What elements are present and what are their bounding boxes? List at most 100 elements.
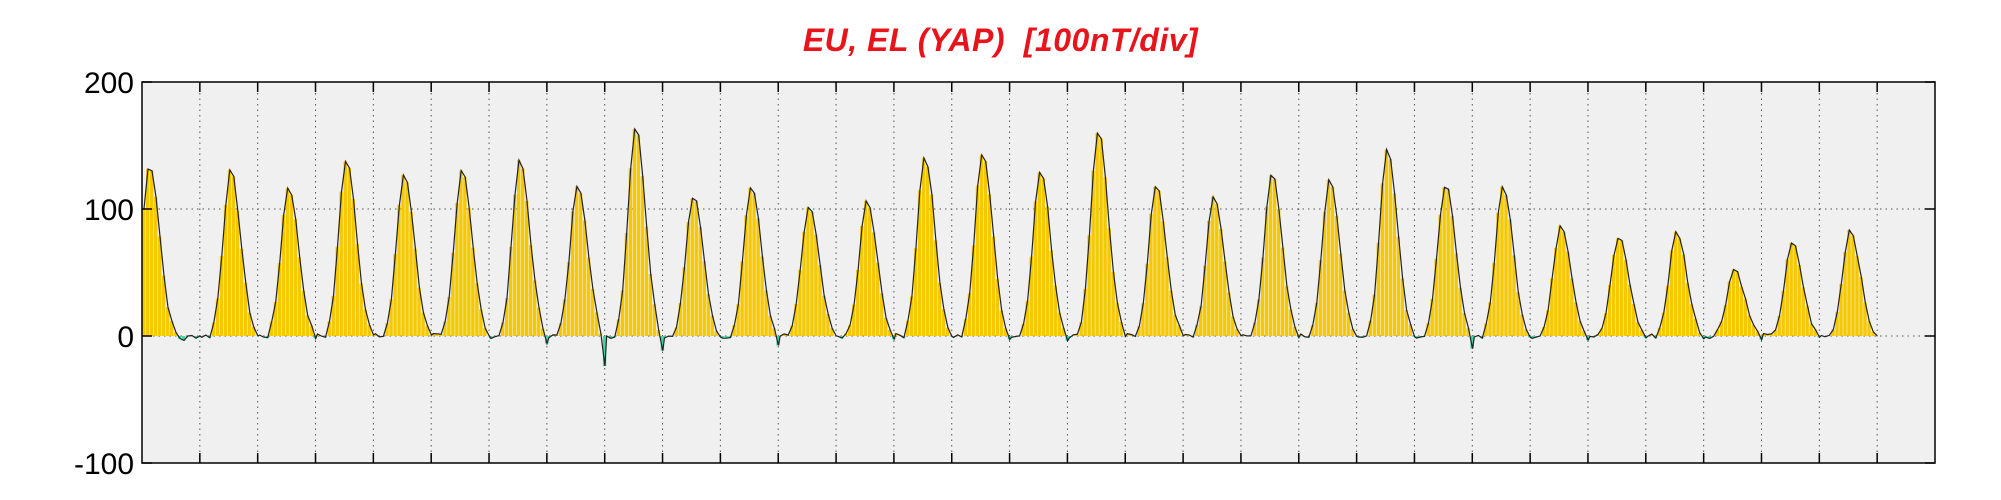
eu-bar xyxy=(309,325,314,336)
eu-bar xyxy=(860,226,864,336)
eu-bar xyxy=(1326,179,1331,336)
eu-bar xyxy=(616,319,621,336)
eu-bar xyxy=(1599,328,1604,336)
eu-bar xyxy=(223,204,228,336)
eu-bar xyxy=(1314,302,1319,336)
eu-bar xyxy=(1342,290,1347,336)
el-bar xyxy=(1360,336,1365,338)
eu-bar xyxy=(409,211,413,336)
eu-bar xyxy=(1574,302,1578,336)
eu-bar xyxy=(1488,302,1492,336)
eu-bar xyxy=(435,333,439,336)
eu-bar xyxy=(586,257,591,336)
eu-bar xyxy=(1851,235,1855,336)
eu-bar xyxy=(1095,133,1099,336)
eu-bar xyxy=(301,290,306,336)
eu-bar xyxy=(431,333,435,336)
eu-bar xyxy=(1256,299,1261,336)
eu-bar xyxy=(154,196,158,336)
y-tick-label: 200 xyxy=(84,67,134,100)
el-bar xyxy=(545,336,549,344)
eu-bar xyxy=(1550,278,1554,336)
eu-bar xyxy=(1751,324,1756,336)
eu-bar xyxy=(971,245,976,336)
eu-bar xyxy=(710,315,714,336)
eu-bar xyxy=(674,327,678,336)
eu-bar xyxy=(1426,323,1430,336)
eu-bar xyxy=(269,321,274,336)
eu-bar xyxy=(1029,256,1033,336)
eu-bar xyxy=(351,199,355,336)
eu-bar xyxy=(590,288,595,336)
eu-bar xyxy=(1400,278,1405,336)
eu-bar xyxy=(231,176,236,336)
eu-bar xyxy=(1272,179,1277,336)
eu-bar xyxy=(174,332,178,336)
eu-bar xyxy=(219,255,224,336)
eu-bar xyxy=(1292,326,1297,336)
eu-bar xyxy=(1504,195,1508,336)
eu-bar xyxy=(525,200,529,336)
eu-bar xyxy=(1867,321,1871,336)
eu-bar xyxy=(624,233,629,336)
eu-bar xyxy=(1649,334,1654,336)
eu-bar xyxy=(1141,303,1145,336)
eu-bar xyxy=(1173,315,1177,336)
eu-bar xyxy=(678,302,682,336)
eu-bar xyxy=(1669,250,1674,336)
eu-bar xyxy=(1665,285,1670,336)
eu-bar xyxy=(995,278,1000,336)
eu-bar xyxy=(794,304,798,336)
eu-bar xyxy=(1546,310,1550,336)
eu-bar xyxy=(1743,298,1748,336)
eu-bar xyxy=(1083,288,1087,336)
eu-bar xyxy=(1813,329,1817,336)
eu-bar xyxy=(1731,269,1736,336)
eu-bar xyxy=(1450,215,1454,336)
eu-bar xyxy=(467,208,471,336)
eu-bar xyxy=(373,333,377,336)
eu-bar xyxy=(1388,159,1393,336)
eu-bar xyxy=(277,263,282,336)
eu-bar xyxy=(714,330,718,336)
eu-bar xyxy=(1350,328,1355,336)
eu-bar xyxy=(686,222,690,336)
eu-bar xyxy=(1119,321,1123,336)
eu-bar xyxy=(1582,331,1586,336)
eu-bar xyxy=(1177,325,1181,336)
eu-bar xyxy=(247,312,252,336)
eu-bar xyxy=(1661,312,1666,336)
eu-bar xyxy=(1280,247,1285,336)
eu-bar xyxy=(1631,304,1636,336)
eu-bar xyxy=(1384,149,1389,336)
eu-bar xyxy=(289,195,294,336)
eu-bar xyxy=(1264,206,1269,336)
eu-bar xyxy=(1037,172,1041,336)
eu-bar xyxy=(417,287,421,336)
eu-bar xyxy=(505,298,509,336)
eu-bar xyxy=(1322,211,1327,336)
eu-bar xyxy=(1623,259,1628,336)
eu-bar xyxy=(1372,294,1377,336)
eu-bar xyxy=(339,191,343,336)
eu-bar xyxy=(640,176,645,336)
eu-bar xyxy=(1334,215,1339,336)
eu-bar xyxy=(856,269,860,336)
eu-bar xyxy=(471,247,475,336)
eu-bar xyxy=(1380,183,1385,336)
eu-bar xyxy=(822,295,826,336)
eu-bar xyxy=(517,160,521,336)
el-bar xyxy=(1530,336,1534,339)
eu-bar xyxy=(574,186,579,336)
eu-bar xyxy=(1219,229,1223,336)
eu-bar xyxy=(146,168,150,336)
eu-bar xyxy=(1607,284,1612,336)
eu-bar xyxy=(389,299,393,336)
eu-bar xyxy=(876,262,880,336)
eu-bar xyxy=(864,200,868,336)
eu-bar xyxy=(1169,290,1173,336)
eu-bar xyxy=(142,208,146,336)
eu-bar xyxy=(1376,242,1381,336)
eu-bar xyxy=(999,310,1004,336)
eu-bar xyxy=(1075,334,1079,336)
